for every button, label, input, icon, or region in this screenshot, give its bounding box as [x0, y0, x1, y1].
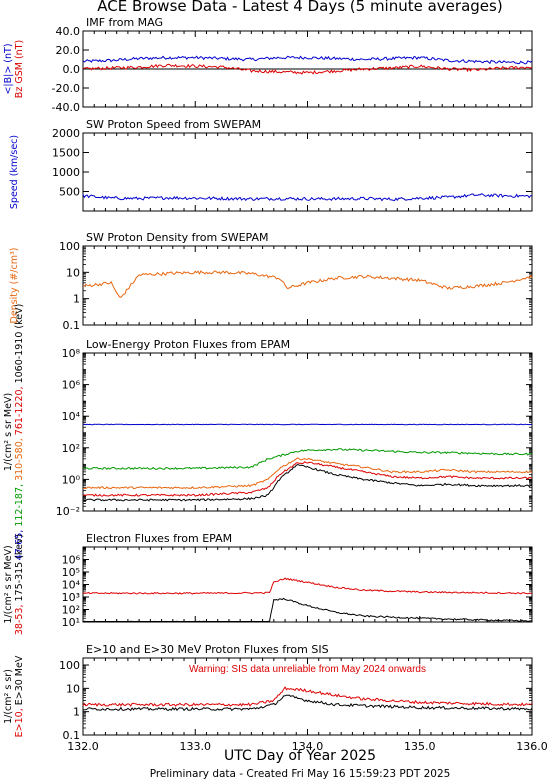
y-axis-label: Density (#/cm³) [9, 248, 20, 324]
y-tick-label: 2000 [52, 127, 80, 140]
x-tick-label: 132.0 [67, 740, 99, 753]
y-tick-label: 10⁻² [56, 505, 80, 518]
y-tick-label: 1 [73, 706, 80, 719]
y-axis-label-part: 310-580, [14, 438, 25, 484]
y-tick-label: 10⁶ [62, 379, 81, 392]
figure-title: ACE Browse Data - Latest 4 Days (5 minut… [97, 0, 502, 15]
series-line-2 [83, 448, 533, 470]
panel-1: -40.0 -20.0 0.0 20.0 40.0 IMF from MAG <|B|> (… [3, 16, 533, 114]
y-tick-label: 10² [62, 604, 80, 617]
panel-title: SW Proton Density from SWEPAM [86, 231, 268, 244]
y-tick-label: -40.0 [52, 101, 80, 114]
y-tick-label: 10⁰ [62, 473, 81, 486]
y-axis-label-part: 47-65, [14, 530, 25, 561]
series-line-4 [82, 461, 533, 497]
series-line-3 [82, 457, 533, 490]
x-tick-label: 136.0 [516, 740, 548, 753]
y-axis-label-part: 112-187, [14, 484, 25, 530]
y-tick-label: 0.1 [63, 729, 81, 742]
y-axis-label: 1/(cm² s sr)E>10, E>30 MeV [3, 655, 25, 737]
y-tick-label: 10 [66, 266, 80, 279]
panel-title: E>10 and E>30 MeV Proton Fluxes from SIS [86, 643, 329, 656]
panels: -40.0 -20.0 0.0 20.0 40.0 IMF from MAG <|B|> (… [3, 16, 548, 753]
panel-3: 0.1 1 10 100 SW Proton Density from SWEPAM De… [9, 231, 533, 332]
x-tick-label: 134.0 [292, 740, 324, 753]
x-tick-label: 135.0 [404, 740, 436, 753]
y-tick-label: 10³ [62, 591, 80, 604]
y-tick-label: 20.0 [56, 44, 81, 57]
y-axis-label-part: Density (#/cm³) [9, 248, 20, 324]
y-axis-label-part: <|B|> (nT) [3, 43, 14, 94]
y-tick-label: 10⁸ [62, 347, 81, 360]
y-tick-label: 10⁴ [62, 410, 81, 423]
y-axis-label-part: Bz GSM (nT) [14, 40, 25, 98]
y-tick-label: 10² [62, 442, 80, 455]
y-axis-label-part: Speed (km/sec) [9, 135, 20, 209]
y-tick-label: 1500 [52, 147, 80, 160]
series-line-1 [82, 55, 533, 65]
annotation-text: Warning: SIS data unreliable from May 20… [189, 664, 426, 675]
plot-frame [82, 132, 533, 212]
y-tick-label: 0.1 [63, 319, 81, 332]
y-axis-label-part: 1/(cm² s sr) [3, 669, 14, 724]
x-axis-label: UTC Day of Year 2025 [224, 748, 376, 764]
y-tick-label: 10⁶ [62, 554, 81, 567]
y-axis-label: <|B|> (nT)Bz GSM (nT) [3, 40, 25, 98]
y-tick-label: 40.0 [56, 25, 81, 38]
y-tick-label: 10⁴ [62, 579, 81, 592]
series-line-2 [82, 694, 533, 712]
y-axis-label-part: E>30 MeV [14, 655, 25, 708]
y-axis-label-part: 1060-1910 (keV) [14, 304, 25, 387]
y-axis-label-part: 175-315 (keV) [14, 534, 25, 605]
y-tick-label: -20.0 [52, 82, 80, 95]
y-tick-label: 100 [59, 240, 80, 253]
y-axis-label-part: E>10, [14, 708, 25, 737]
series-line-1 [82, 686, 533, 707]
x-tick-label: 133.0 [180, 740, 212, 753]
y-tick-label: 1 [73, 293, 80, 306]
y-tick-label: 10⁵ [62, 566, 80, 579]
y-axis-label: 1/(cm² s sr MeV)38-53, 175-315 (keV) [3, 534, 25, 635]
series-line-1 [82, 423, 533, 426]
y-axis-label-part: 761-1220, [14, 386, 25, 438]
series-line-1 [82, 577, 533, 595]
y-axis-label-part: 38-53, [14, 605, 25, 636]
y-axis-label: 1/(cm² s sr MeV) 47-65, 112-187, 310-580,… [3, 304, 25, 561]
panel-6: 0.1 1 10 100 E>10 and E>30 MeV Proton Fluxes… [3, 643, 548, 753]
y-tick-label: 10 [66, 682, 80, 695]
y-tick-label: 500 [59, 186, 80, 199]
panel-4: 10⁻² 10⁰ 10² 10⁴ 10⁶ 10⁸ Low-Energy Proton Flu… [3, 304, 533, 561]
series-line-2 [82, 597, 533, 623]
series-line-5 [82, 463, 533, 502]
y-tick-label: 100 [59, 659, 80, 672]
plot-frame [82, 245, 533, 326]
series-line-1 [82, 193, 533, 202]
y-tick-label: 10¹ [62, 616, 80, 629]
y-tick-label: 1000 [52, 166, 80, 179]
panel-2: 500 1000 1500 2000 SW Proton Speed from SWEP… [9, 118, 533, 212]
panel-title: IMF from MAG [86, 16, 163, 29]
series-line-2 [82, 63, 533, 75]
panel-title: Electron Fluxes from EPAM [86, 532, 232, 545]
panel-title: SW Proton Speed from SWEPAM [86, 118, 261, 131]
y-axis-label-part: 1/(cm² s sr MeV) [3, 545, 14, 623]
panel-title: Low-Energy Proton Fluxes from EPAM [86, 338, 290, 351]
series-line-1 [82, 270, 533, 298]
y-axis-label-part: 1/(cm² s sr MeV) [3, 393, 14, 471]
y-tick-label: 0.0 [63, 63, 81, 76]
y-axis-label: Speed (km/sec) [9, 135, 20, 209]
plot-frame [82, 546, 533, 623]
footer-text: Preliminary data - Created Fri May 16 15… [150, 768, 451, 780]
